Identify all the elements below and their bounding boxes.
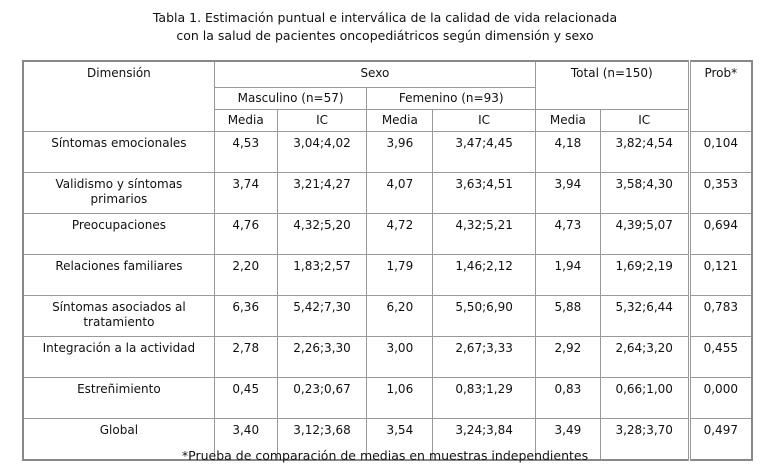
data-cell: 4,73 <box>534 213 601 255</box>
data-cell: 0,83 <box>534 377 601 419</box>
data-cell: 0,353 <box>687 172 753 214</box>
data-cell: 2,67;3,33 <box>432 336 536 378</box>
header-cell: Femenino (n=93) <box>366 87 536 110</box>
table-row: Preocupaciones 4,76 4,32;5,20 4,72 4,32;5,21… <box>22 213 753 255</box>
data-cell: 4,39;5,07 <box>599 213 690 255</box>
row-label: Relaciones familiares <box>22 254 215 296</box>
data-cell: 6,36 <box>213 295 278 337</box>
header-cell: Prob* <box>687 60 753 132</box>
data-cell: 4,18 <box>534 131 601 173</box>
header-cell: IC <box>276 109 368 132</box>
data-cell: 5,32;6,44 <box>599 295 690 337</box>
data-cell: 4,76 <box>213 213 278 255</box>
row-label: Preocupaciones <box>22 213 215 255</box>
table-row: Global 3,40 3,12;3,68 3,54 3,24;3,84 3,49 3,28… <box>22 418 753 461</box>
header-cell: Dimensión <box>22 60 215 132</box>
row-label: Integración a la actividad <box>22 336 215 378</box>
data-cell: 1,06 <box>366 377 434 419</box>
header-cell: IC <box>432 109 536 132</box>
title-line: con la salud de pacientes oncopediátrico… <box>176 28 594 43</box>
data-cell: 4,07 <box>366 172 434 214</box>
data-cell: 4,32;5,20 <box>276 213 368 255</box>
title-line: Tabla 1. Estimación puntual e interválic… <box>152 10 618 25</box>
data-cell: 0,45 <box>213 377 278 419</box>
data-cell: 2,92 <box>534 336 601 378</box>
data-cell: 3,12;3,68 <box>276 418 368 461</box>
data-cell: 2,64;3,20 <box>599 336 690 378</box>
data-cell: 3,74 <box>213 172 278 214</box>
data-cell: 0,23;0,67 <box>276 377 368 419</box>
data-cell: 3,58;4,30 <box>599 172 690 214</box>
data-cell: 0,497 <box>687 418 753 461</box>
table-row: Integración a la actividad 2,78 2,26;3,30 3… <box>22 336 753 378</box>
data-cell: 0,121 <box>687 254 753 296</box>
data-cell: 1,46;2,12 <box>432 254 536 296</box>
table-row: Síntomas emocionales 4,53 3,04;4,02 3,96 3,4… <box>22 131 753 173</box>
data-cell: 2,20 <box>213 254 278 296</box>
data-cell: 3,28;3,70 <box>599 418 690 461</box>
header-cell: Media <box>366 109 434 132</box>
table-row: Síntomas asociados al tratamiento 6,36 5,4… <box>22 295 753 337</box>
data-cell: 1,79 <box>366 254 434 296</box>
row-label: Global <box>22 418 215 461</box>
data-cell: 5,50;6,90 <box>432 295 536 337</box>
data-cell: 3,00 <box>366 336 434 378</box>
table-row: Validismo y síntomas primarios 3,74 3,21;4… <box>22 172 753 214</box>
data-cell: 2,78 <box>213 336 278 378</box>
row-label: Validismo y síntomas primarios <box>22 172 215 214</box>
data-cell: 3,63;4,51 <box>432 172 536 214</box>
data-cell: 1,83;2,57 <box>276 254 368 296</box>
data-cell: 5,42;7,30 <box>276 295 368 337</box>
data-cell: 6,20 <box>366 295 434 337</box>
data-cell: 0,694 <box>687 213 753 255</box>
row-label: Síntomas asociados al tratamiento <box>22 295 215 337</box>
title: Tabla 1. Estimación puntual e interválic… <box>0 9 770 45</box>
data-cell: 3,96 <box>366 131 434 173</box>
table: Dimensión Sexo Total (n=150) Prob* Mascu… <box>22 60 753 461</box>
data-cell: 4,32;5,21 <box>432 213 536 255</box>
header-cell: Media <box>213 109 278 132</box>
header-cell: IC <box>599 109 690 132</box>
header-cell: Total (n=150) <box>534 60 690 110</box>
data-cell: 2,26;3,30 <box>276 336 368 378</box>
header-cell: Media <box>534 109 601 132</box>
data-cell: 0,104 <box>687 131 753 173</box>
data-cell: 3,94 <box>534 172 601 214</box>
data-cell: 5,88 <box>534 295 601 337</box>
data-cell: 3,04;4,02 <box>276 131 368 173</box>
data-cell: 4,53 <box>213 131 278 173</box>
data-cell: 0,455 <box>687 336 753 378</box>
header-cell: Sexo <box>213 60 536 88</box>
data-cell: 0,000 <box>687 377 753 419</box>
header-cell: Masculino (n=57) <box>213 87 368 110</box>
data-cell: 0,783 <box>687 295 753 337</box>
data-cell: 3,82;4,54 <box>599 131 690 173</box>
footnote: *Prueba de comparación de medias en mues… <box>181 448 589 463</box>
row-label: Síntomas emocionales <box>22 131 215 173</box>
row-label: Estreñimiento <box>22 377 215 419</box>
data-cell: 1,69;2,19 <box>599 254 690 296</box>
data-cell: 0,66;1,00 <box>599 377 690 419</box>
data-cell: 1,94 <box>534 254 601 296</box>
data-cell: 3,47;4,45 <box>432 131 536 173</box>
data-cell: 3,54 <box>366 418 434 461</box>
table-row: Estreñimiento 0,45 0,23;0,67 1,06 0,83;1,29 0… <box>22 377 753 419</box>
data-cell: 4,72 <box>366 213 434 255</box>
data-cell: 3,21;4,27 <box>276 172 368 214</box>
table-row: Relaciones familiares 2,20 1,83;2,57 1,79 1,… <box>22 254 753 296</box>
data-cell: 0,83;1,29 <box>432 377 536 419</box>
data-cell: 3,40 <box>213 418 278 461</box>
